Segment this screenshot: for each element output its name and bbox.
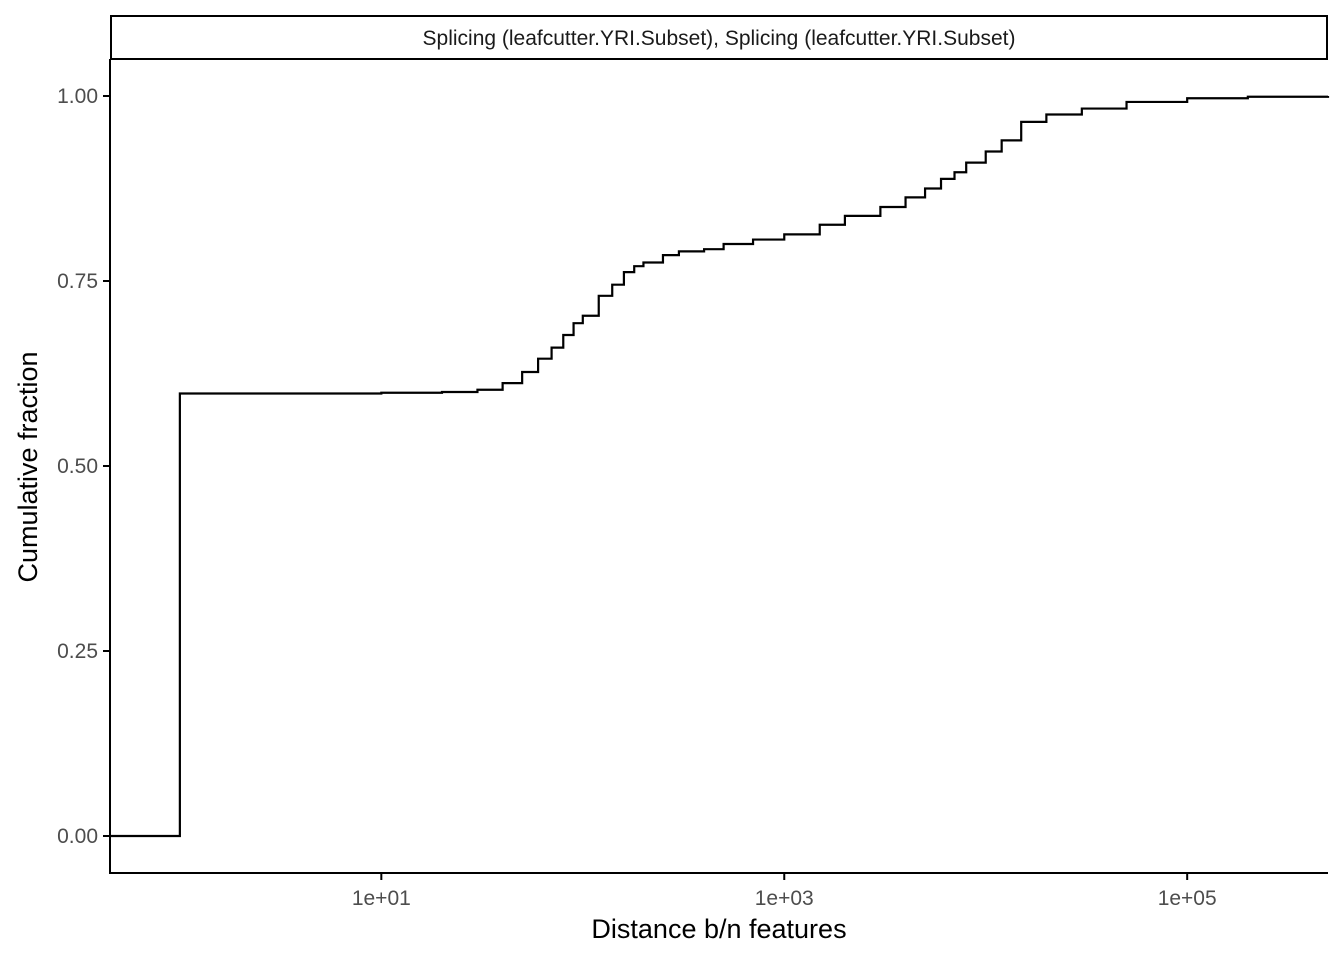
x-tick-label: 1e+03	[755, 887, 814, 910]
y-tick-label: 0.25	[57, 640, 98, 663]
y-tick-label: 0.50	[57, 455, 98, 478]
y-tick-label: 0.75	[57, 270, 98, 293]
y-axis-title: Cumulative fraction	[13, 351, 43, 582]
x-tick-label: 1e+01	[352, 887, 411, 910]
ecdf-step-line	[110, 95, 1330, 838]
y-tick-label: 1.00	[57, 85, 98, 108]
y-tick-label: 0.00	[57, 825, 98, 848]
x-axis-ticks: 1e+01 1e+03 1e+05	[352, 873, 1217, 910]
plot-panel	[110, 95, 1330, 838]
facet-strip-label: Splicing (leafcutter.YRI.Subset), Splici…	[423, 27, 1016, 50]
x-axis-title: Distance b/n features	[591, 914, 846, 944]
facet-strip-box	[110, 15, 1328, 60]
facet-strip: Splicing (leafcutter.YRI.Subset), Splici…	[110, 15, 1328, 60]
x-tick-label: 1e+05	[1158, 887, 1217, 910]
y-axis-ticks: 0.00 0.25 0.50 0.75 1.00	[57, 85, 110, 848]
